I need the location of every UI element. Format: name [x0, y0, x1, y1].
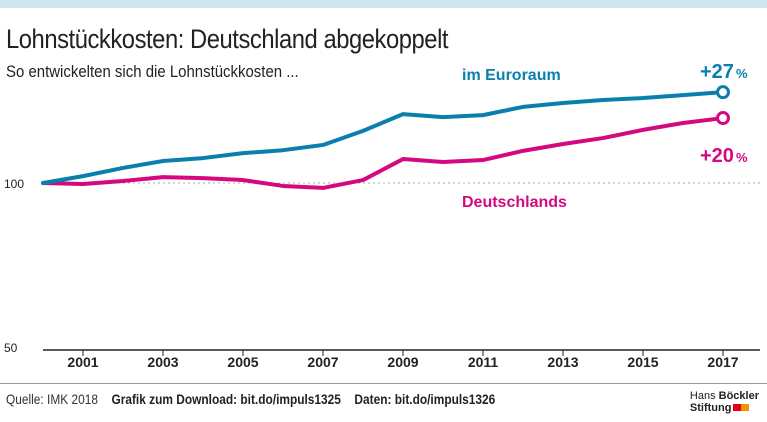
y-tick-label: 50	[4, 341, 18, 355]
x-tick-label: 2011	[468, 354, 499, 370]
series-label-euroraum: im Euroraum	[462, 67, 561, 84]
chart-title: Lohnstückkosten: Deutschland abgekoppelt	[6, 24, 449, 54]
x-tick-label: 2003	[147, 354, 178, 370]
series-label-deutschland: Deutschlands	[462, 194, 567, 211]
chart-subtitle: So entwickelten sich die Lohnstückkosten…	[6, 62, 299, 81]
x-tick-label: 2007	[307, 354, 338, 370]
x-tick-label: 2013	[547, 354, 578, 370]
footer: Quelle: IMK 2018 Grafik zum Download: bi…	[6, 391, 495, 407]
x-tick-label: 2001	[67, 354, 98, 370]
download-link[interactable]: Grafik zum Download: bit.do/impuls1325	[111, 391, 341, 407]
series-line-deutschland	[41, 116, 725, 190]
x-tick-label: 2015	[627, 354, 658, 370]
x-tick-label: 2005	[227, 354, 258, 370]
end-value-deutschland: +20%	[700, 145, 748, 167]
top-bar	[0, 0, 767, 8]
hans-boeckler-logo: Hans Böckler Stiftung	[689, 390, 759, 414]
data-link[interactable]: Daten: bit.do/impuls1326	[354, 391, 496, 407]
x-tick-label: 2017	[707, 354, 738, 370]
line-chart: 2001 2003 2005 2007 2009 2011 2013 2015 2017 100 5…	[4, 61, 760, 370]
footer-divider	[0, 383, 767, 384]
series-line-euroraum	[41, 90, 725, 185]
end-value-euroraum: +27%	[700, 61, 748, 83]
x-tick-label: 2009	[387, 354, 418, 370]
y-tick-label: 100	[4, 177, 24, 191]
source-text: Quelle: IMK 2018	[6, 391, 98, 407]
end-marker	[716, 111, 730, 126]
end-marker	[716, 85, 730, 100]
